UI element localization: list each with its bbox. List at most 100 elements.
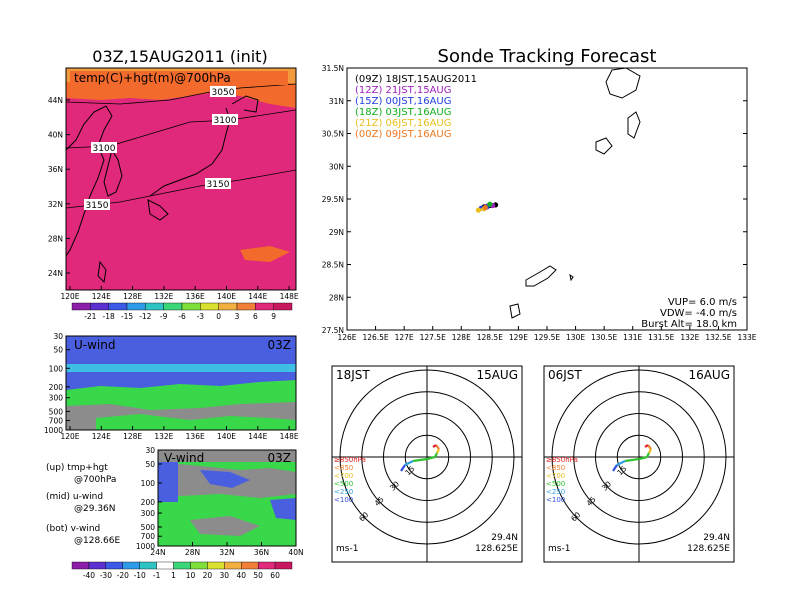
- colorbar-swatch: [122, 561, 140, 570]
- colorbar-label: 3: [235, 312, 240, 321]
- hodograph-segment: [624, 457, 640, 463]
- lon-tick-label: 120E: [60, 292, 79, 301]
- pressure-legend-entry: <850: [546, 464, 565, 472]
- main-lon-axis: 126E 126.5E 127E 127.5E 128E 128.5E 129E 129.5E…: [337, 326, 757, 342]
- legend-entry: (21Z) 06JST,16AUG: [355, 118, 452, 129]
- hodograph-segment: [434, 452, 438, 458]
- hodograph-segment: [644, 444, 649, 448]
- contour-label-box: [212, 114, 238, 125]
- colorbar-label: 0: [216, 312, 221, 321]
- lon-tick-label: 132E: [154, 432, 173, 441]
- lat-tick-label: 24N: [150, 548, 165, 557]
- lat-tick-label: 36N: [48, 165, 63, 174]
- param-burst: Burst Alt= 18.0 km: [641, 319, 737, 330]
- contour-label-box: [210, 86, 236, 97]
- lat-tick-label: 28N: [185, 548, 200, 557]
- lat-tick-label: 29.5N: [322, 195, 344, 204]
- contour-label: 3150: [86, 201, 109, 211]
- u-wind-cyan-band: [66, 364, 296, 372]
- colorbar-label: -9: [160, 312, 168, 321]
- date-label-bg: [476, 368, 520, 382]
- pressure-tick-label: 200: [49, 383, 64, 392]
- contour-label-box: [205, 178, 231, 189]
- lon-tick-label: 129.5E: [534, 333, 560, 342]
- colorbar-label: -1: [153, 571, 161, 580]
- u-wind-lon-axis: 120E 124E 128E 132E 136E 140E 144E 148E: [60, 426, 299, 441]
- colorbar-label: 60: [270, 571, 280, 580]
- u-wind-frame: [65, 335, 297, 431]
- pressure-legend-entry: <100: [334, 496, 353, 504]
- temperature-map: [66, 68, 296, 290]
- lon-tick-label: 127E: [395, 333, 414, 342]
- colorbar-label: -3: [197, 312, 205, 321]
- v-wind-grey-low: [190, 516, 260, 536]
- lat-tick-label: 32N: [48, 200, 63, 209]
- legend-entry: (18Z) 03JST,16AUG: [355, 107, 452, 118]
- colorbar-swatch: [274, 561, 293, 570]
- sonde-params: VUP= 6.0 m/s VDW= -4.0 m/s Burst Alt= 18…: [641, 297, 737, 330]
- hodograph-segment: [412, 457, 428, 463]
- hodograph-segment: [612, 464, 618, 472]
- legend-entry: (15Z) 00JST,16AUG: [355, 96, 452, 107]
- colorbar-label: 1: [171, 571, 176, 580]
- pressure-tick-label: 100: [49, 364, 64, 373]
- colorbar-label: -30: [100, 571, 112, 580]
- v-wind-blue-right: [270, 498, 296, 520]
- track-point: [487, 201, 493, 207]
- lon-tick-label: 140E: [217, 292, 236, 301]
- colorbar-swatch: [190, 561, 208, 570]
- v-wind-lat-axis: 24N 28N 32N 36N 40N: [150, 542, 304, 557]
- track-point: [482, 204, 488, 211]
- sonde-track-series: [475, 201, 499, 213]
- hodograph-segment: [647, 444, 652, 450]
- lon-tick-label: 133E: [737, 333, 756, 342]
- colorbar-label: 20: [203, 571, 213, 580]
- lon-tick-label: 132E: [154, 292, 173, 301]
- hodograph-segment: [638, 455, 648, 461]
- colorbar-swatch: [71, 561, 90, 570]
- v-wind-label: V-wind: [164, 451, 204, 465]
- contour-3150: [66, 169, 296, 209]
- colorbar-swatch: [173, 561, 191, 570]
- lon-tick-label: 130.5E: [591, 333, 617, 342]
- contour-3050: [66, 83, 296, 105]
- hodograph-segment: [426, 455, 436, 461]
- note-line: @128.66E: [74, 536, 120, 546]
- pressure-legend-entry: <250: [334, 488, 353, 496]
- colorbar-swatch: [71, 302, 91, 311]
- colorbar-swatch: [108, 302, 128, 311]
- pressure-legend-entry: <700: [546, 472, 565, 480]
- note-line: @29.36N: [74, 504, 116, 514]
- pressure-legend-entry: ≥850hPa: [546, 456, 578, 464]
- pressure-tick-label: 700: [49, 416, 64, 425]
- lon-tick-label: 136E: [186, 432, 205, 441]
- pressure-legend-entry: <100: [546, 496, 565, 504]
- hodograph-segment: [616, 460, 626, 466]
- colorbar-swatch: [273, 302, 293, 311]
- lat-tick-label: 36N: [254, 548, 269, 557]
- colorbar-swatch: [90, 302, 109, 311]
- map-frame: [65, 67, 297, 291]
- legend-notes: (up) tmp+hgt @700hPa (mid) u-wind @29.36…: [46, 463, 120, 546]
- polar-time: 06JST: [548, 368, 582, 382]
- colorbar-swatch: [105, 561, 123, 570]
- colorbar-swatch: [207, 561, 225, 570]
- param-vup: VUP= 6.0 m/s: [668, 297, 737, 308]
- colorbar-label: -12: [139, 312, 151, 321]
- lon-tick-label: 126.5E: [362, 333, 388, 342]
- pressure-tick-label: 100: [141, 479, 156, 488]
- contour-label: 3150: [207, 180, 230, 190]
- contour-label: 3100: [93, 144, 116, 154]
- hodograph-segment: [648, 448, 652, 454]
- lon-tick-label: 128E: [123, 432, 142, 441]
- lon-tick-label: 128E: [123, 292, 142, 301]
- u-wind-plot: [66, 336, 296, 430]
- pressure-tick-label: 300: [141, 509, 156, 518]
- pressure-tick-label: 500: [141, 523, 156, 532]
- hodograph-segment: [435, 444, 440, 450]
- contour-label-box: [84, 199, 110, 210]
- lon-tick-label: 148E: [280, 432, 299, 441]
- colorbar-swatch: [126, 302, 146, 311]
